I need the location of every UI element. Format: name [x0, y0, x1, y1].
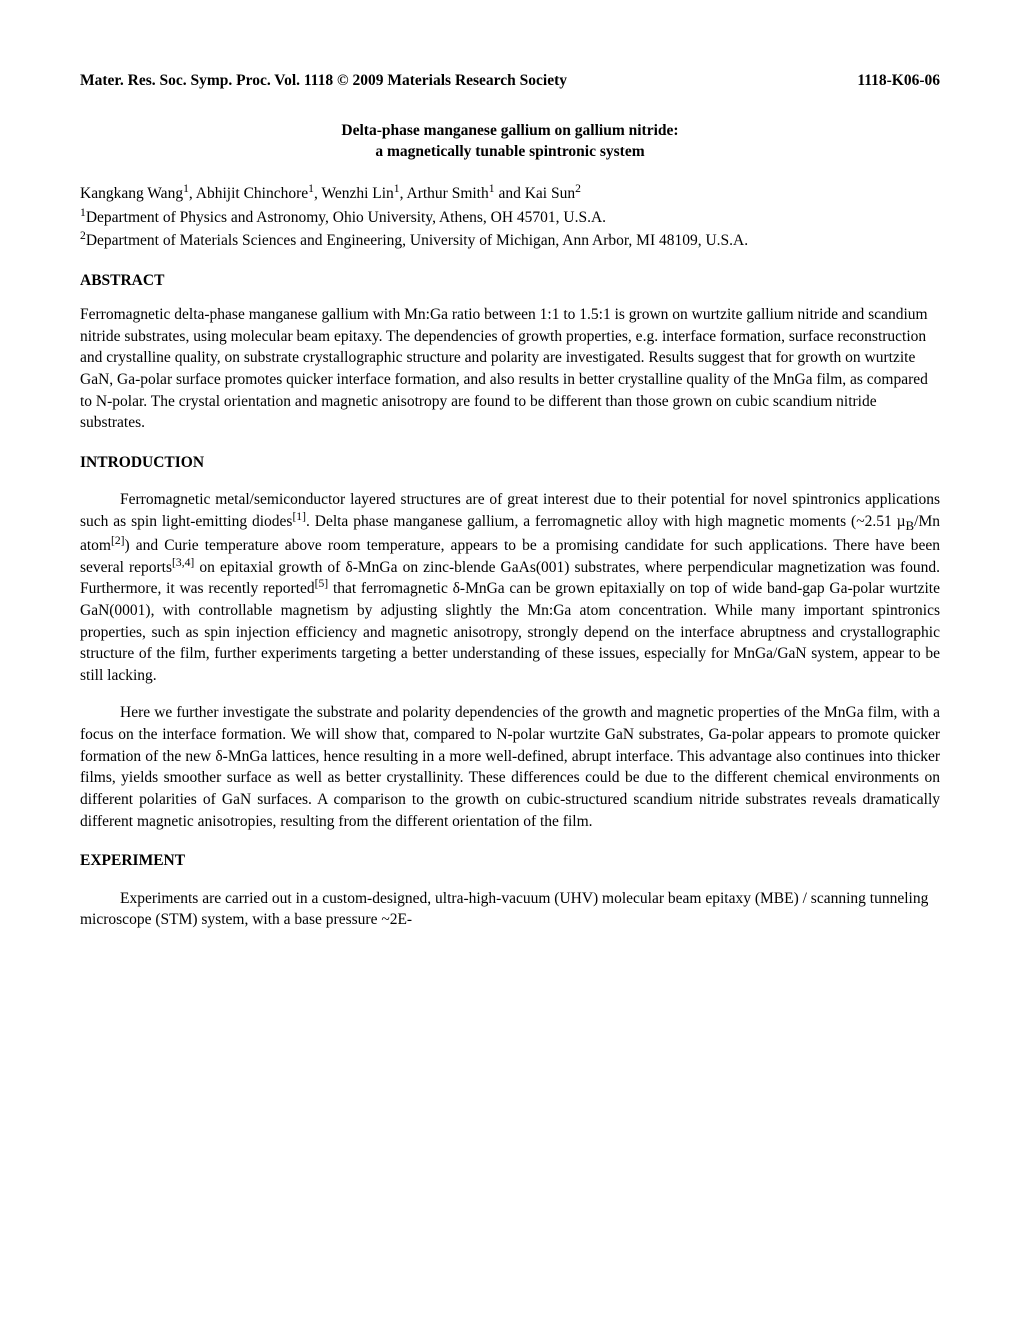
author-5-sup: 2: [575, 182, 581, 195]
author-5: and Kai Sun: [495, 185, 576, 202]
experiment-heading: EXPERIMENT: [80, 850, 940, 872]
experiment-paragraph-1: Experiments are carried out in a custom-…: [80, 888, 940, 931]
affil-1-text: Department of Physics and Astronomy, Ohi…: [86, 209, 606, 226]
author-2: , Abhijit Chinchore: [189, 185, 308, 202]
intro-ref-1: [1]: [292, 510, 306, 523]
intro-paragraph-2: Here we further investigate the substrat…: [80, 702, 940, 832]
author-1: Kangkang Wang: [80, 185, 183, 202]
paper-title: Delta-phase manganese gallium on gallium…: [80, 120, 940, 163]
authors: Kangkang Wang1, Abhijit Chinchore1, Wenz…: [80, 183, 940, 205]
header-right: 1118-K06-06: [857, 70, 940, 92]
affiliation-1: 1Department of Physics and Astronomy, Oh…: [80, 207, 940, 229]
intro-ref-3-4: [3,4]: [172, 556, 194, 569]
title-line-1: Delta-phase manganese gallium on gallium…: [80, 120, 940, 142]
intro-ref-5: [5]: [315, 577, 329, 590]
affil-2-text: Department of Materials Sciences and Eng…: [86, 232, 748, 249]
header-line: Mater. Res. Soc. Symp. Proc. Vol. 1118 ©…: [80, 70, 940, 92]
intro-heading: INTRODUCTION: [80, 452, 940, 474]
title-line-2: a magnetically tunable spintronic system: [80, 141, 940, 163]
author-4: , Arthur Smith: [400, 185, 489, 202]
mu-symbol: µ: [897, 513, 906, 530]
mu-sub: B: [906, 518, 915, 533]
author-3: , Wenzhi Lin: [314, 185, 394, 202]
abstract-heading: ABSTRACT: [80, 270, 940, 292]
intro-p1-b: . Delta phase manganese gallium, a ferro…: [306, 513, 897, 530]
intro-ref-2: [2]: [111, 534, 125, 547]
header-left: Mater. Res. Soc. Symp. Proc. Vol. 1118 ©…: [80, 70, 567, 92]
abstract-text: Ferromagnetic delta-phase manganese gall…: [80, 304, 940, 434]
intro-paragraph-1: Ferromagnetic metal/semiconductor layere…: [80, 489, 940, 687]
affiliation-2: 2Department of Materials Sciences and En…: [80, 230, 940, 252]
